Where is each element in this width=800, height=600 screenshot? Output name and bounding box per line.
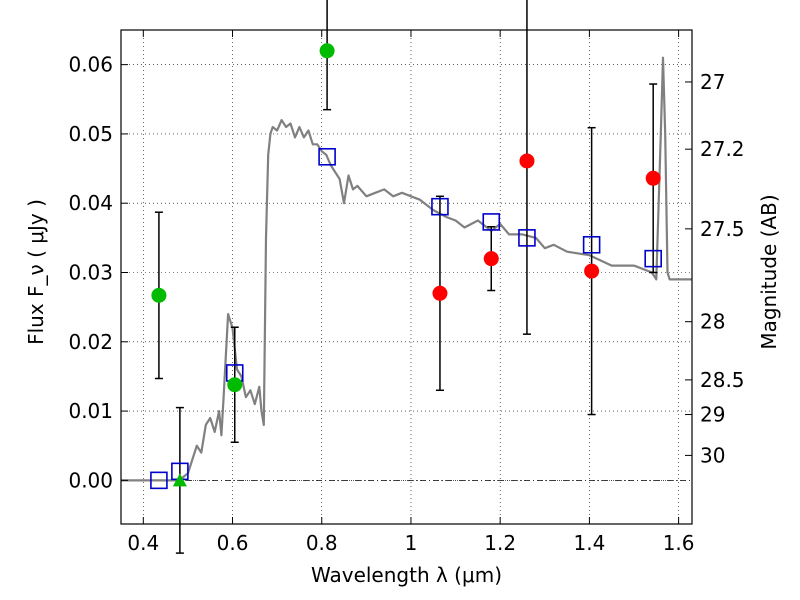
y-tick-label: 0.03 bbox=[68, 260, 113, 284]
x-tick-label: 0.4 bbox=[127, 531, 159, 555]
x-tick-label: 1.4 bbox=[573, 531, 605, 555]
model-photometry-square bbox=[482, 213, 501, 231]
mag-tick-label: 28.5 bbox=[700, 368, 745, 392]
red-data-point bbox=[483, 251, 499, 267]
plot-area bbox=[120, 29, 693, 525]
model-photometry-square bbox=[518, 229, 536, 247]
x-tick-label: 0.6 bbox=[217, 531, 249, 555]
x-axis-label: Wavelength λ (μm) bbox=[311, 563, 502, 587]
red-data-point bbox=[645, 170, 661, 186]
model-sed-layer bbox=[121, 56, 692, 482]
model-photometry-square bbox=[318, 147, 336, 166]
y-axis-label: Flux F_ν ( μJy ) bbox=[24, 199, 48, 345]
model-photometry-square bbox=[150, 471, 168, 490]
y-tick-label: 0.06 bbox=[68, 53, 113, 77]
mag-tick-label: 27.2 bbox=[700, 137, 745, 161]
error-bars bbox=[154, 0, 658, 554]
model-sed-line bbox=[121, 56, 692, 482]
red-data-point bbox=[432, 285, 448, 301]
y-tick-label: 0.01 bbox=[68, 399, 113, 423]
green-data-point bbox=[227, 377, 243, 393]
green-data-point bbox=[151, 287, 167, 303]
y-tick-label: 0.05 bbox=[68, 122, 113, 146]
y-tick-label: 0.02 bbox=[68, 330, 113, 354]
mag-tick-label: 27 bbox=[700, 70, 725, 94]
mag-tick-label: 29 bbox=[700, 403, 725, 427]
y-tick-label: 0.04 bbox=[68, 191, 113, 215]
x-tick-label: 1.2 bbox=[484, 531, 516, 555]
model-photometry-square bbox=[431, 197, 449, 216]
y2-axis-label: Magnitude (AB) bbox=[757, 194, 781, 349]
axis-ticks: 0.4 0.6 0.8 1 1.2 1.4 1.6 0.00 0.01 0.02 0.03 0.04 0… bbox=[68, 30, 745, 555]
model-photometry-square bbox=[582, 235, 601, 254]
markers bbox=[150, 43, 662, 490]
green-data-point bbox=[319, 43, 335, 59]
x-tick-label: 0.8 bbox=[306, 531, 338, 555]
model-photometry-square bbox=[644, 249, 662, 268]
mag-tick-label: 28 bbox=[700, 310, 725, 334]
mag-tick-label: 27.5 bbox=[700, 217, 745, 241]
x-tick-label: 1.6 bbox=[663, 531, 695, 555]
green-triangle-point bbox=[172, 473, 187, 487]
grid bbox=[121, 30, 692, 524]
x-tick-label: 1 bbox=[405, 531, 418, 555]
red-data-point bbox=[519, 153, 535, 169]
mag-tick-label: 30 bbox=[700, 443, 725, 467]
red-data-point bbox=[584, 263, 600, 279]
y-tick-label: 0.00 bbox=[68, 468, 113, 492]
